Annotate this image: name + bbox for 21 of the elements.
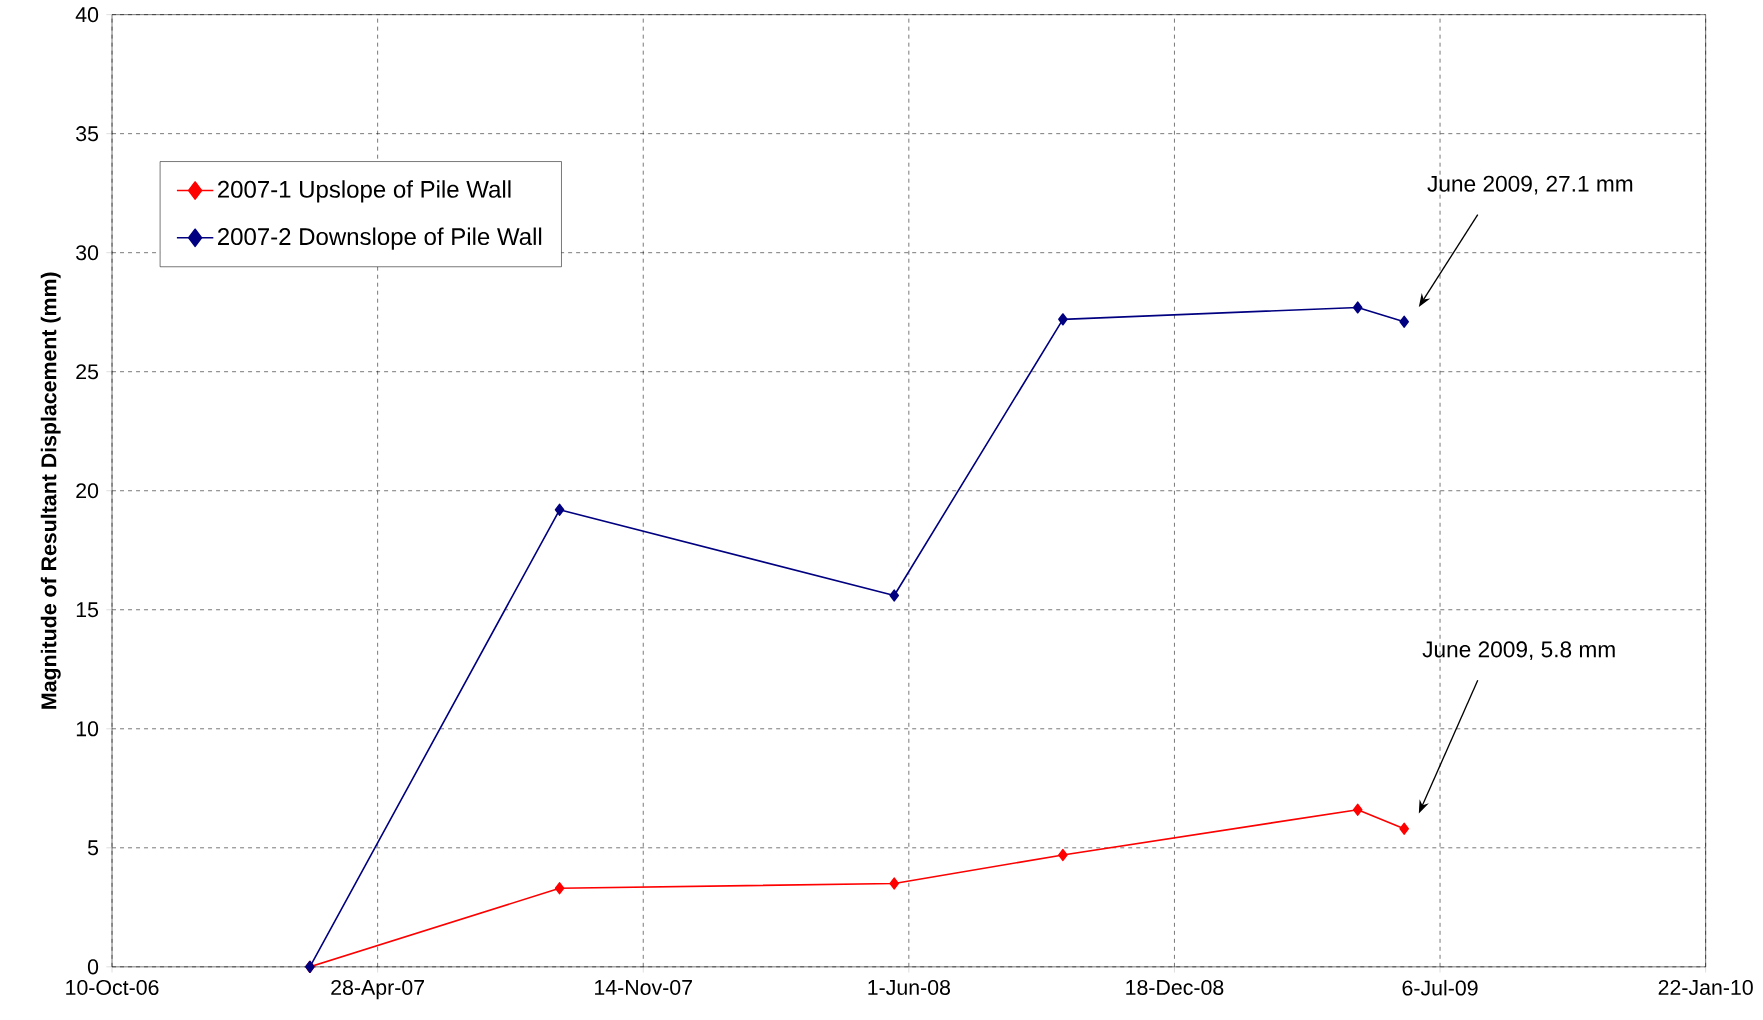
- x-tick-label: 22-Jan-10: [1658, 979, 1753, 995]
- x-tick-label: 18-Dec-08: [1126, 979, 1224, 995]
- y-tick-label: 15: [76, 602, 99, 618]
- legend-label: 2007-1 Upslope of Pile Wall: [218, 180, 511, 203]
- y-tick-label: 30: [76, 245, 99, 261]
- x-tick-label: 14-Nov-07: [595, 979, 692, 995]
- y-tick-label: 35: [76, 126, 99, 142]
- annotation: June 2009, 27.1 mm: [1427, 175, 1633, 195]
- x-tick-label: 6-Jul-09: [1402, 979, 1478, 996]
- y-axis-title: Magnitude of Resultant Displacement (mm): [40, 272, 61, 709]
- y-tick-label: 5: [87, 840, 99, 856]
- x-tick-label: 1-Jun-08: [868, 979, 950, 995]
- y-tick-label: 40: [75, 7, 99, 23]
- y-tick-label: 25: [76, 364, 99, 380]
- y-tick-label: 0: [87, 959, 99, 975]
- x-tick-label: 10-Oct-06: [66, 979, 159, 995]
- legend-label: 2007-2 Downslope of Pile Wall: [218, 227, 542, 250]
- x-tick-label: 28-Apr-07: [331, 979, 424, 1000]
- annotation: June 2009, 5.8 mm: [1422, 641, 1615, 660]
- y-tick-label: 10: [76, 721, 99, 737]
- y-tick-label: 20: [76, 483, 99, 499]
